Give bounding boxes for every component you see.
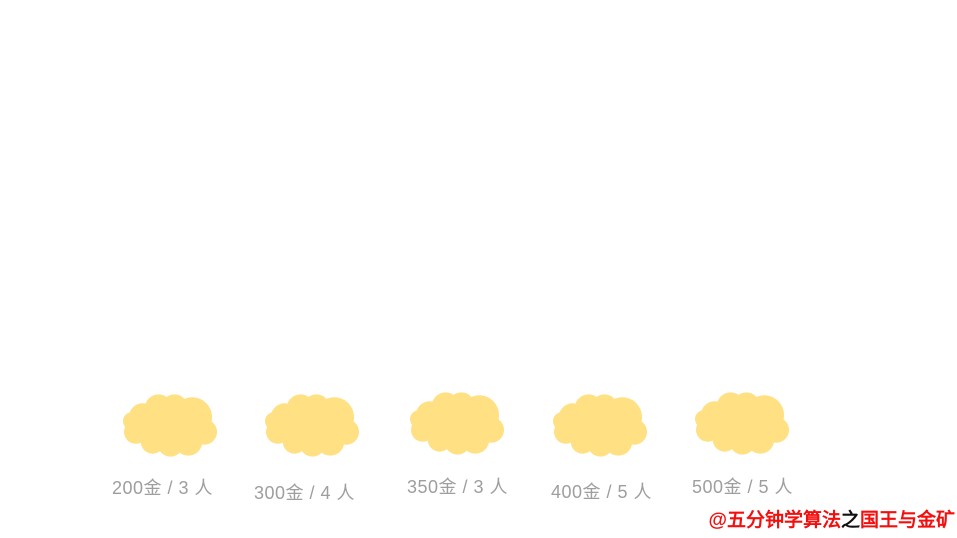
gold-mine-label: 350金 / 3 人 [407,477,509,497]
gold-mine-cloud-icon [695,390,790,456]
gold-mine-cloud-icon [553,392,648,458]
watermark-author: @五分钟学算法 [708,510,841,531]
watermark-topic: 国王与金矿 [859,510,955,531]
gold-mine-cloud-icon [410,390,505,456]
gold-mine-cloud-icon [123,392,218,458]
gold-mine-label: 400金 / 5 人 [551,482,653,502]
gold-mine-label: 200金 / 3 人 [112,478,214,498]
gold-mine-label: 500金 / 5 人 [692,477,794,497]
gold-mine-cloud-icon [265,392,360,458]
watermark: @五分钟学算法之国王与金矿 [708,509,955,533]
gold-mine-label: 300金 / 4 人 [254,483,356,503]
watermark-connector: 之 [840,510,860,531]
